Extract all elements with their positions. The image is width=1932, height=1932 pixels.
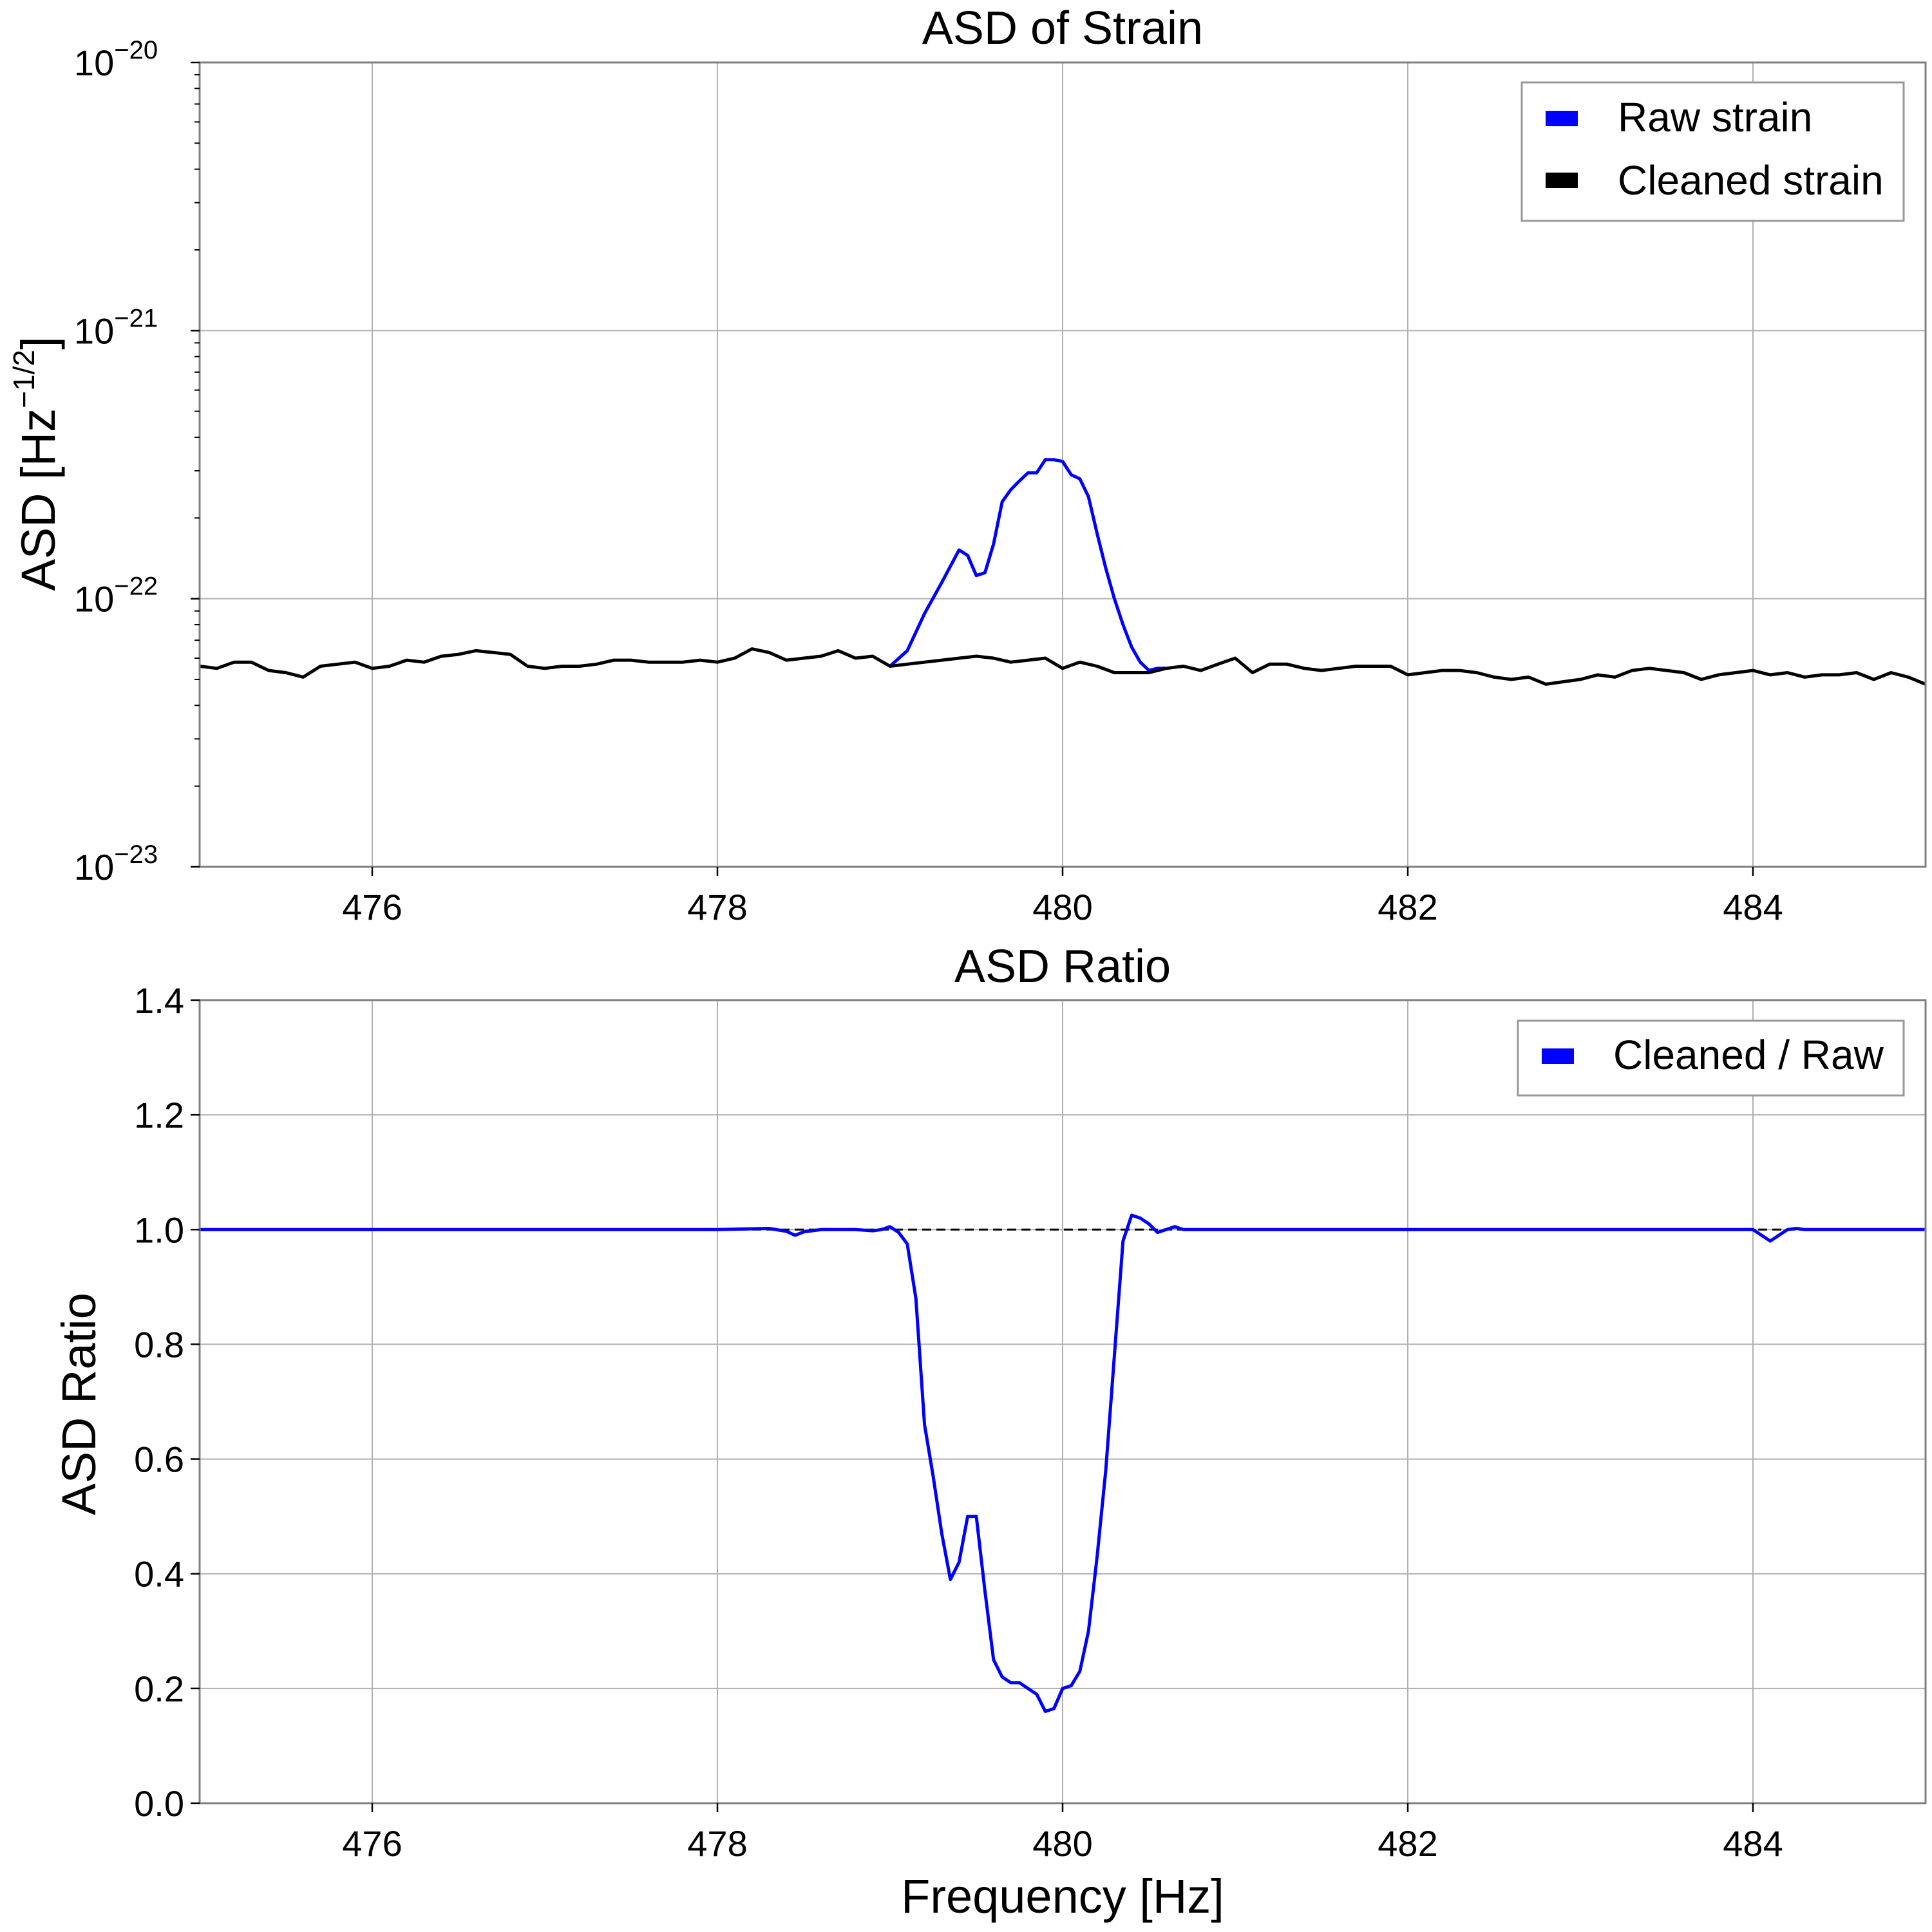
top-y-tick-label: 10−21 [74,304,158,351]
bottom-y-tick-label: 1.0 [134,1209,184,1250]
top-grid [200,62,1926,867]
bottom-x-tick-label: 482 [1378,1823,1437,1864]
bottom-y-tick-label: 1.4 [134,980,184,1021]
top-series-line-cleaned-strain [200,647,1926,686]
bottom-x-tick-label: 476 [342,1823,402,1864]
top-y-tick-label-exponent: −20 [114,36,158,64]
legend-swatch-cleaned-over-raw [1542,1048,1574,1064]
top-y-axis-label-base: ASD [Hz [12,408,65,591]
top-y-axis-label-exponent: −1/2 [7,350,41,408]
bottom-x-tick-label: 484 [1723,1823,1783,1864]
top-y-tick-label-exponent: −21 [114,304,158,332]
bottom-y-tick-label: 0.8 [134,1324,184,1365]
top-y-tick-label: 10−22 [74,573,158,620]
legend-label-cleaned-strain: Cleaned strain [1618,157,1884,204]
bottom-series-line-cleaned-raw [200,1213,1926,1713]
asd-strain-panel: ASD of Strain 476 478 480 482 48410−2010−211… [7,3,1927,927]
top-x-tick-label: 478 [687,887,747,927]
top-y-tick-label: 10−23 [74,840,158,887]
top-x-tick-label: 476 [342,887,402,927]
bottom-y-tick-label: 1.2 [134,1095,184,1135]
top-plot-area [200,458,1926,686]
bottom-x-axis-label: Frequency [Hz] [901,1870,1224,1923]
top-x-tick-label: 482 [1378,887,1437,927]
top-series-line-raw-strain [889,458,1166,672]
top-y-tick-label-base: 10 [74,43,114,83]
top-y-axis-label: ASD [Hz−1/2] [7,336,65,591]
top-y-tick-label-base: 10 [74,310,114,351]
bottom-y-tick-label: 0.2 [134,1669,184,1709]
bottom-x-tick-label: 480 [1032,1823,1092,1864]
top-x-tick-label: 484 [1723,887,1783,927]
top-y-tick-label-exponent: −23 [114,840,158,869]
legend-label-raw-strain: Raw strain [1618,94,1812,140]
legend-label-cleaned-over-raw: Cleaned / Raw [1613,1032,1884,1078]
top-legend-box [1520,81,1905,222]
legend-swatch-cleaned-strain [1546,173,1578,188]
asd-ratio-panel: ASD Ratio 476 478 480 482 484 0.0 0.2 0.4 0.6 0.8… [52,941,1927,1923]
top-chart-title: ASD of Strain [922,3,1203,54]
bottom-y-axis-label: ASD Ratio [52,1293,106,1515]
bottom-x-tick-label: 478 [687,1823,747,1864]
bottom-legend: Cleaned / Raw [1517,1019,1905,1097]
top-y-tick-label: 10−20 [74,36,158,83]
bottom-y-tick-label: 0.0 [134,1783,184,1824]
top-y-tick-label-exponent: −22 [114,573,158,601]
top-x-tick-label: 480 [1032,887,1092,927]
top-y-tick-label-base: 10 [74,847,114,887]
legend-swatch-raw-strain [1546,111,1578,126]
top-y-axis-label-close: ] [12,336,65,350]
bottom-grid [200,1000,1926,1803]
bottom-chart-title: ASD Ratio [954,941,1171,992]
top-y-tick-label-base: 10 [74,579,114,620]
bottom-y-tick-label: 0.6 [134,1439,184,1480]
bottom-plot-area [200,1213,1926,1713]
bottom-ticks: 476 478 480 482 484 0.0 0.2 0.4 0.6 0.8 1.0 1.2 1.4 [134,980,1783,1864]
bottom-y-tick-label: 0.4 [134,1554,184,1595]
top-legend: Raw strain Cleaned strain [1520,81,1905,222]
bottom-legend-box [1517,1019,1905,1097]
